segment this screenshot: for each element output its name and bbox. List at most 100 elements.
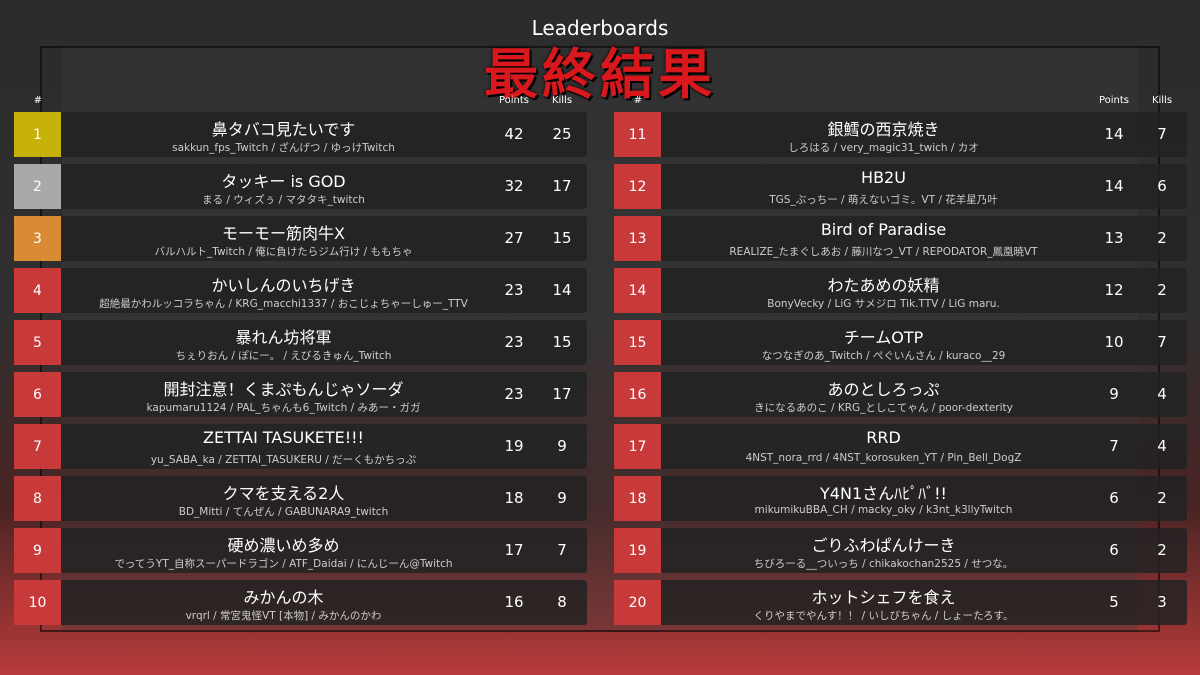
team-name: 銀鱈の西京焼き [827, 120, 940, 139]
leaderboard-row: 18 Y4N1さんﾊﾋﾟﾊﾞ!! mikumikuBBA_CH / macky_ok… [614, 476, 1187, 521]
points: 32 [504, 177, 524, 195]
points: 7 [1109, 437, 1119, 455]
kills: 2 [1157, 489, 1167, 507]
subtitle: 最終結果 [484, 43, 716, 106]
team-members: しろはる / very_magic31_twich / カオ [788, 142, 979, 154]
rank: 9 [14, 528, 61, 573]
leaderboard-row: 2 タッキー is GOD まる / ウィズぅ / マタタキ_twitch 32 17 [14, 164, 587, 209]
points: 18 [504, 489, 524, 507]
kills: 7 [1157, 333, 1167, 351]
rank: 14 [614, 268, 661, 313]
rank: 3 [14, 216, 61, 261]
kills: 7 [557, 541, 567, 559]
kills: 9 [557, 489, 567, 507]
points: 27 [504, 229, 524, 247]
points: 23 [504, 281, 524, 299]
team-name: クマを支える2人 [222, 484, 345, 503]
kills: 17 [552, 385, 572, 403]
leaderboard-row: 17 RRD 4NST_nora_rrd / 4NST_korosuken_YT /… [614, 424, 1187, 469]
rank: 7 [14, 424, 61, 469]
leaderboard-row: 3 モーモー筋肉牛X バルハルト_Twitch / 俺に負けたらジム行け / ももち… [14, 216, 587, 261]
team-name: わたあめの妖精 [827, 276, 940, 295]
rank: 16 [614, 372, 661, 417]
kills-header: Kills [1151, 95, 1173, 106]
team-members: 超絶最かわルッコラちゃん / KRG_macchi1337 / おこじょちゃーし… [99, 298, 468, 310]
rank: 2 [14, 164, 61, 209]
team-members: vrqrl / 常宮鬼怪VT [本物] / みかんのかわ [185, 610, 382, 622]
leaderboard-row: 6 開封注意！くまぷもんじゃソーダ kapumaru1124 / PAL_ちゃんも6… [14, 372, 587, 417]
kills-header: Kills [551, 95, 573, 106]
rank-header: # [633, 95, 643, 106]
leaderboard-row: 14 わたあめの妖精 BonyVecky / LiG サメジロ Tik.TTV / … [614, 268, 1187, 313]
team-name: モーモー筋肉牛X [222, 224, 345, 243]
kills: 7 [1157, 125, 1167, 143]
points: 13 [1104, 229, 1124, 247]
kills: 6 [1157, 177, 1167, 195]
rank: 6 [14, 372, 61, 417]
team-name: 開封注意！くまぷもんじゃソーダ [163, 380, 404, 399]
team-members: でってうYT_自称スーパードラゴン / ATF_Daidai / にんじーん@T… [114, 558, 453, 570]
kills: 15 [552, 229, 572, 247]
kills: 25 [552, 125, 572, 143]
points: 23 [504, 333, 524, 351]
points: 42 [504, 125, 524, 143]
leaderboard-row: 16 あのとしろっぷきになるあのこ / KRG_としこてゃん / poor-dex… [614, 372, 1187, 417]
leaderboard-row: 11 銀鱈の西京焼き しろはる / very_magic31_twich / カオ 1… [614, 112, 1187, 157]
team-name: 鼻タバコ見たいです [211, 120, 356, 139]
team-name: ZETTAI TASUKETE!!! [203, 428, 364, 447]
points: 9 [1109, 385, 1119, 403]
team-members: ちびろーる__ついっち / chikakochan2525 / せつな。 [753, 558, 1014, 570]
team-name: ホットシェフを食え [811, 588, 956, 607]
kills: 2 [1157, 229, 1167, 247]
team-name: かいしんのいちげき [211, 276, 356, 295]
team-name: あのとしろっぷ [827, 380, 940, 399]
points-header: Points [498, 95, 530, 106]
points: 5 [1109, 593, 1119, 611]
kills: 17 [552, 177, 572, 195]
points: 14 [1104, 177, 1124, 195]
team-name: タッキー is GOD [221, 172, 346, 191]
team-members: BD_Mitti / てんぜん / GABUNARA9_twitch [178, 506, 389, 518]
leaderboard-row: 10 みかんの木 vrqrl / 常宮鬼怪VT [本物] / みかんのかわ 16 8 [14, 580, 587, 625]
title: Leaderboards [531, 16, 669, 40]
team-members: きになるあのこ / KRG_としこてゃん / poor-dexterity [754, 402, 1013, 414]
kills: 4 [1157, 385, 1167, 403]
points: 16 [504, 593, 524, 611]
kills: 2 [1157, 541, 1167, 559]
kills: 2 [1157, 281, 1167, 299]
team-members: yu_SABA_ka / ZETTAI_TASUKERU / だーくもかちっぷ [150, 454, 417, 466]
leaderboard-row: 7 ZETTAI TASUKETE!!! yu_SABA_ka / ZETTAI_T… [14, 424, 587, 469]
rank: 13 [614, 216, 661, 261]
team-members: BonyVecky / LiG サメジロ Tik.TTV / LiG maru. [767, 298, 1000, 310]
team-members: バルハルト_Twitch / 俺に負けたらジム行け / ももちゃ [154, 246, 413, 258]
team-name: 硬め濃いめ多め [227, 536, 340, 555]
team-name: Y4N1さんﾊﾋﾟﾊﾞ!! [820, 484, 947, 503]
kills: 3 [1157, 593, 1167, 611]
leaderboard-row: 13 Bird of Paradise REALIZE_たまぐしあお / 藤川なつ_… [614, 216, 1187, 261]
kills: 9 [557, 437, 567, 455]
team-name: Bird of Paradise [820, 220, 947, 239]
kills: 15 [552, 333, 572, 351]
rank-header: # [33, 95, 43, 106]
team-name: みかんの木 [243, 588, 324, 607]
leaderboard-row: 8 クマを支える2人 BD_Mitti / てんぜん / GABUNARA9_twi… [14, 476, 587, 521]
team-members: REALIZE_たまぐしあお / 藤川なつ_VT / REPODATOR_鳳凰暁… [729, 246, 1038, 258]
rank: 17 [614, 424, 661, 469]
team-members: sakkun_fps_Twitch / ざんげつ / ゆっけTwitch [172, 142, 395, 154]
points: 14 [1104, 125, 1124, 143]
leaderboard-row: 19 ごりふわぱんけーき ちびろーる__ついっち / chikakochan2525… [614, 528, 1187, 573]
team-name: HB2U [861, 168, 906, 187]
leaderboard-row: 20 ホットシェフを食え くりやまでやんす！！ / いしびちゃん / しょーたろす。… [614, 580, 1187, 625]
rank: 5 [14, 320, 61, 365]
team-members: まる / ウィズぅ / マタタキ_twitch [202, 194, 365, 206]
rank: 4 [14, 268, 61, 313]
team-members: 4NST_nora_rrd / 4NST_korosuken_YT / Pin_… [745, 452, 1022, 464]
rank: 18 [614, 476, 661, 521]
kills: 8 [557, 593, 567, 611]
team-members: kapumaru1124 / PAL_ちゃんも6_Twitch / みあー・ガガ [146, 402, 421, 414]
leaderboard-row: 5 暴れん坊将軍 ちぇりおん / ぽにー。 / えびるきゅん_Twitch 23 15 [14, 320, 587, 365]
points: 10 [1104, 333, 1124, 351]
team-members: くりやまでやんす！！ / いしびちゃん / しょーたろす。 [753, 610, 1014, 622]
points: 6 [1109, 541, 1119, 559]
